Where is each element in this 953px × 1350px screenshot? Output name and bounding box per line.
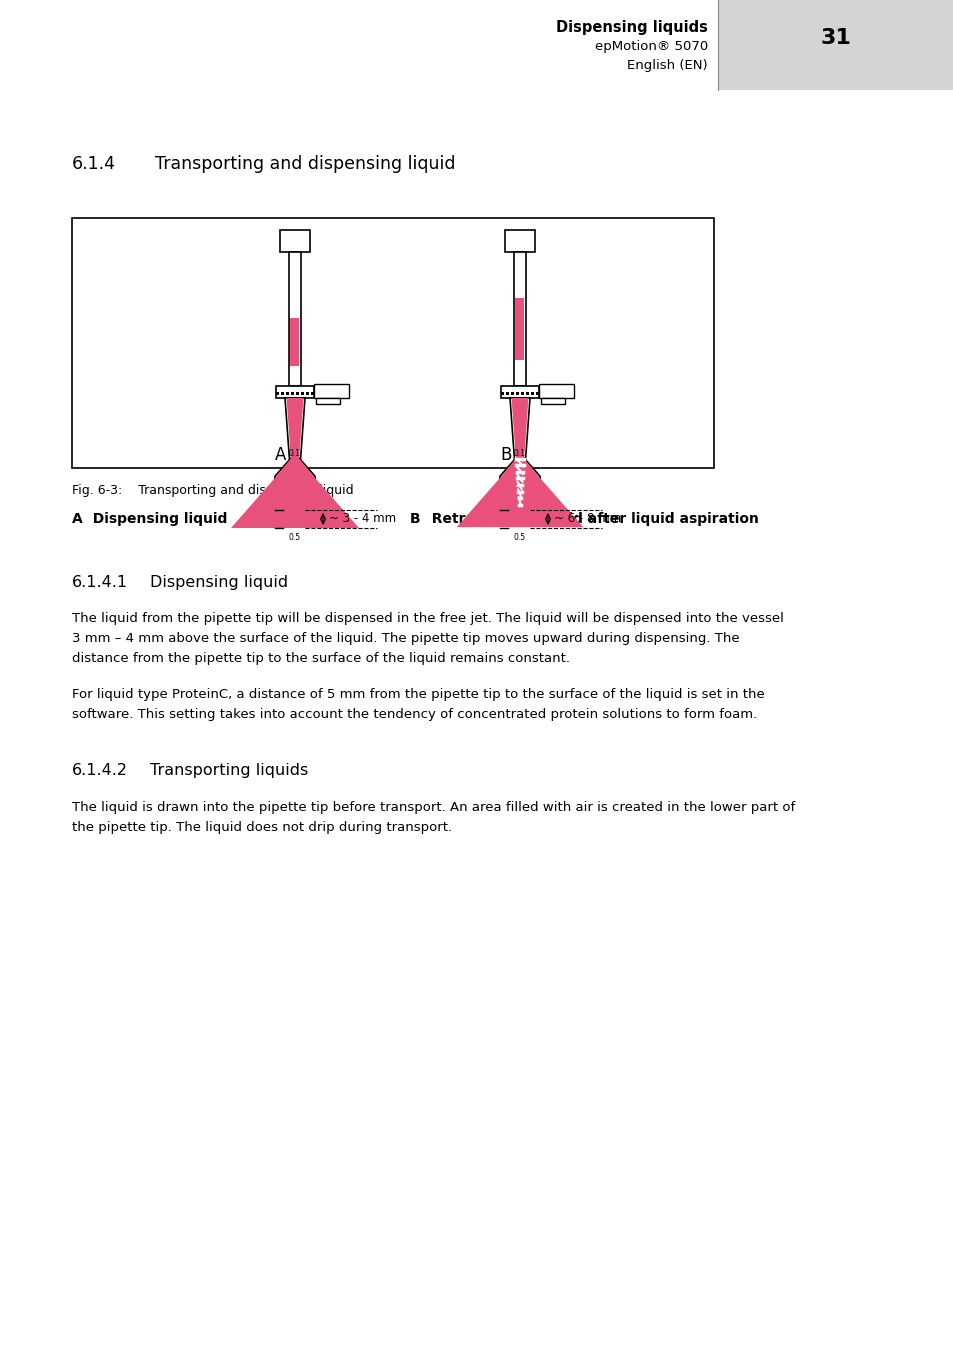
Text: 0.1: 0.1	[289, 448, 301, 458]
Bar	[315, 398, 339, 404]
Bar	[275, 386, 314, 398]
Text: epMotion® 5070: epMotion® 5070	[594, 40, 707, 53]
Text: Dispensing liquid: Dispensing liquid	[150, 575, 288, 590]
Bar	[286, 392, 289, 396]
Bar	[540, 398, 564, 404]
Text: 0.1: 0.1	[514, 448, 525, 458]
Bar	[525, 392, 529, 396]
Text: software. This setting takes into account the tendency of concentrated protein s: software. This setting takes into accoun…	[71, 707, 757, 721]
Bar	[281, 392, 284, 396]
Bar	[515, 298, 524, 360]
Text: Transporting and dispensing liquid: Transporting and dispensing liquid	[154, 155, 455, 173]
Text: For liquid type ProteinC, a distance of 5 mm from the pipette tip to the surface: For liquid type ProteinC, a distance of …	[71, 688, 764, 701]
Text: B: B	[499, 446, 511, 464]
Polygon shape	[286, 398, 303, 505]
Text: the pipette tip. The liquid does not drip during transport.: the pipette tip. The liquid does not dri…	[71, 821, 452, 834]
Text: Dispensing liquid: Dispensing liquid	[83, 512, 227, 526]
Text: English (EN): English (EN)	[627, 59, 707, 72]
Bar	[520, 392, 523, 396]
Bar	[531, 392, 534, 396]
Text: B: B	[410, 512, 420, 526]
Bar	[504, 230, 535, 252]
Bar	[301, 392, 304, 396]
Polygon shape	[510, 398, 530, 508]
Text: 6.1.4.2: 6.1.4.2	[71, 763, 128, 778]
Bar	[505, 392, 509, 396]
Polygon shape	[497, 458, 541, 510]
Polygon shape	[511, 398, 528, 505]
Bar	[718, 0, 953, 90]
Bar	[291, 392, 294, 396]
Bar	[500, 386, 538, 398]
Polygon shape	[285, 398, 305, 508]
Bar	[538, 383, 574, 398]
Text: The liquid is drawn into the pipette tip before transport. An area filled with a: The liquid is drawn into the pipette tip…	[71, 801, 795, 814]
Text: 6.1.4: 6.1.4	[71, 155, 116, 173]
Bar	[314, 383, 349, 398]
Text: ~ 6 - 8 mm: ~ 6 - 8 mm	[554, 513, 620, 525]
Bar	[71, 217, 713, 468]
Text: 6.1.4.1: 6.1.4.1	[71, 575, 128, 590]
Text: Dispensing liquids: Dispensing liquids	[556, 20, 707, 35]
Text: 0.5: 0.5	[514, 533, 525, 543]
Text: The liquid from the pipette tip will be dispensed in the free jet. The liquid wi: The liquid from the pipette tip will be …	[71, 612, 783, 625]
Bar	[291, 319, 299, 366]
Text: Fig. 6-3:    Transporting and dispensing liquid: Fig. 6-3: Transporting and dispensing li…	[71, 485, 354, 497]
Bar	[280, 230, 310, 252]
Bar	[516, 392, 518, 396]
Bar	[295, 392, 298, 396]
Text: A: A	[275, 446, 287, 464]
Bar	[275, 392, 278, 396]
Text: ~ 3 - 4 mm: ~ 3 - 4 mm	[329, 513, 395, 525]
Bar	[536, 392, 538, 396]
Text: 31: 31	[820, 28, 850, 49]
Bar	[514, 252, 525, 386]
Bar	[306, 392, 309, 396]
Polygon shape	[273, 458, 316, 510]
Text: Transporting liquids: Transporting liquids	[150, 763, 308, 778]
Polygon shape	[456, 458, 583, 528]
Bar	[511, 392, 514, 396]
Text: Retraction of liquid after liquid aspiration: Retraction of liquid after liquid aspira…	[421, 512, 758, 526]
Text: distance from the pipette tip to the surface of the liquid remains constant.: distance from the pipette tip to the sur…	[71, 652, 569, 666]
Text: 0.5: 0.5	[289, 533, 301, 543]
Bar	[311, 392, 314, 396]
Text: A: A	[71, 512, 83, 526]
Bar	[500, 392, 503, 396]
Text: 3 mm – 4 mm above the surface of the liquid. The pipette tip moves upward during: 3 mm – 4 mm above the surface of the liq…	[71, 632, 739, 645]
Polygon shape	[231, 458, 358, 528]
Bar	[289, 252, 301, 386]
